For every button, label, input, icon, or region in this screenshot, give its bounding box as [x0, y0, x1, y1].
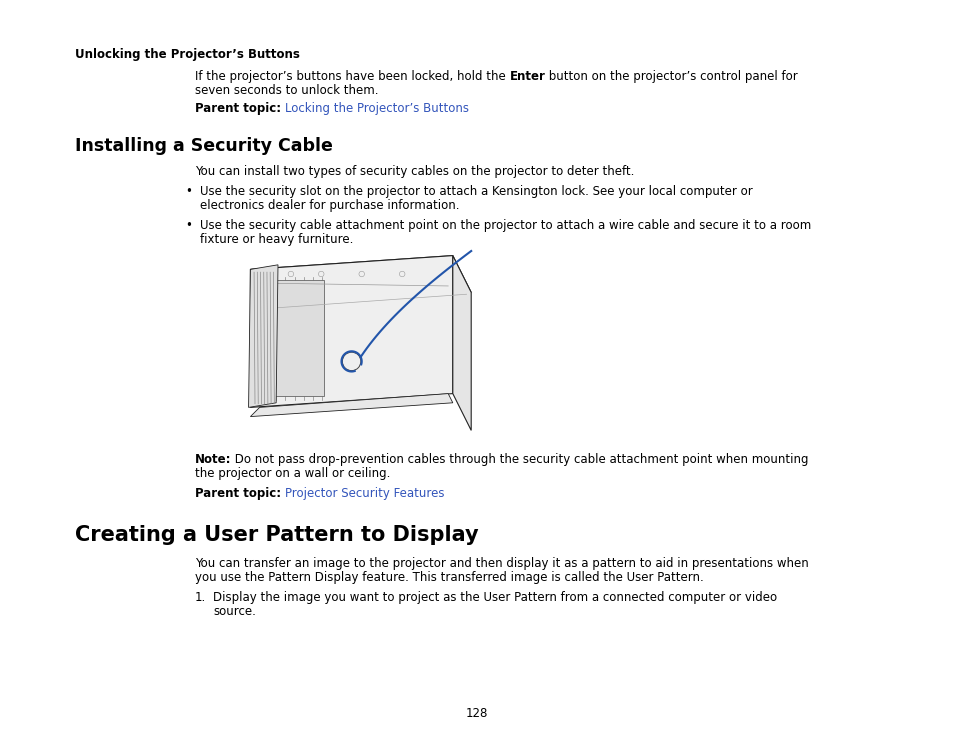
Text: source.: source.	[213, 605, 255, 618]
Text: Creating a User Pattern to Display: Creating a User Pattern to Display	[75, 525, 478, 545]
Text: you use the Pattern Display feature. This transferred image is called the User P: you use the Pattern Display feature. Thi…	[194, 571, 703, 584]
Polygon shape	[249, 265, 277, 407]
Text: Installing a Security Cable: Installing a Security Cable	[75, 137, 333, 155]
Text: Parent topic:: Parent topic:	[194, 487, 285, 500]
Text: button on the projector’s control panel for: button on the projector’s control panel …	[545, 70, 798, 83]
Text: 1.: 1.	[194, 591, 206, 604]
Text: Enter: Enter	[509, 70, 545, 83]
Text: Parent topic:: Parent topic:	[194, 102, 285, 115]
Text: •: •	[185, 219, 192, 232]
Text: seven seconds to unlock them.: seven seconds to unlock them.	[194, 84, 378, 97]
Text: fixture or heavy furniture.: fixture or heavy furniture.	[200, 233, 353, 246]
Text: 128: 128	[465, 707, 488, 720]
Polygon shape	[250, 255, 453, 407]
Polygon shape	[250, 255, 471, 306]
Text: You can transfer an image to the projector and then display it as a pattern to a: You can transfer an image to the project…	[194, 557, 808, 570]
Polygon shape	[250, 393, 453, 416]
Text: •: •	[185, 185, 192, 198]
Text: Use the security cable attachment point on the projector to attach a wire cable : Use the security cable attachment point …	[200, 219, 810, 232]
Text: Unlocking the Projector’s Buttons: Unlocking the Projector’s Buttons	[75, 48, 299, 61]
Bar	[257, 280, 324, 396]
Text: electronics dealer for purchase information.: electronics dealer for purchase informat…	[200, 199, 459, 212]
Text: Display the image you want to project as the User Pattern from a connected compu: Display the image you want to project as…	[213, 591, 777, 604]
Text: You can install two types of security cables on the projector to deter theft.: You can install two types of security ca…	[194, 165, 634, 178]
Polygon shape	[453, 255, 471, 430]
Text: Note:: Note:	[194, 453, 232, 466]
Text: the projector on a wall or ceiling.: the projector on a wall or ceiling.	[194, 467, 390, 480]
Text: Locking the Projector’s Buttons: Locking the Projector’s Buttons	[285, 102, 469, 115]
Text: Projector Security Features: Projector Security Features	[285, 487, 444, 500]
Text: Do not pass drop-prevention cables through the security cable attachment point w: Do not pass drop-prevention cables throu…	[232, 453, 808, 466]
Text: If the projector’s buttons have been locked, hold the: If the projector’s buttons have been loc…	[194, 70, 509, 83]
Text: Use the security slot on the projector to attach a Kensington lock. See your loc: Use the security slot on the projector t…	[200, 185, 752, 198]
